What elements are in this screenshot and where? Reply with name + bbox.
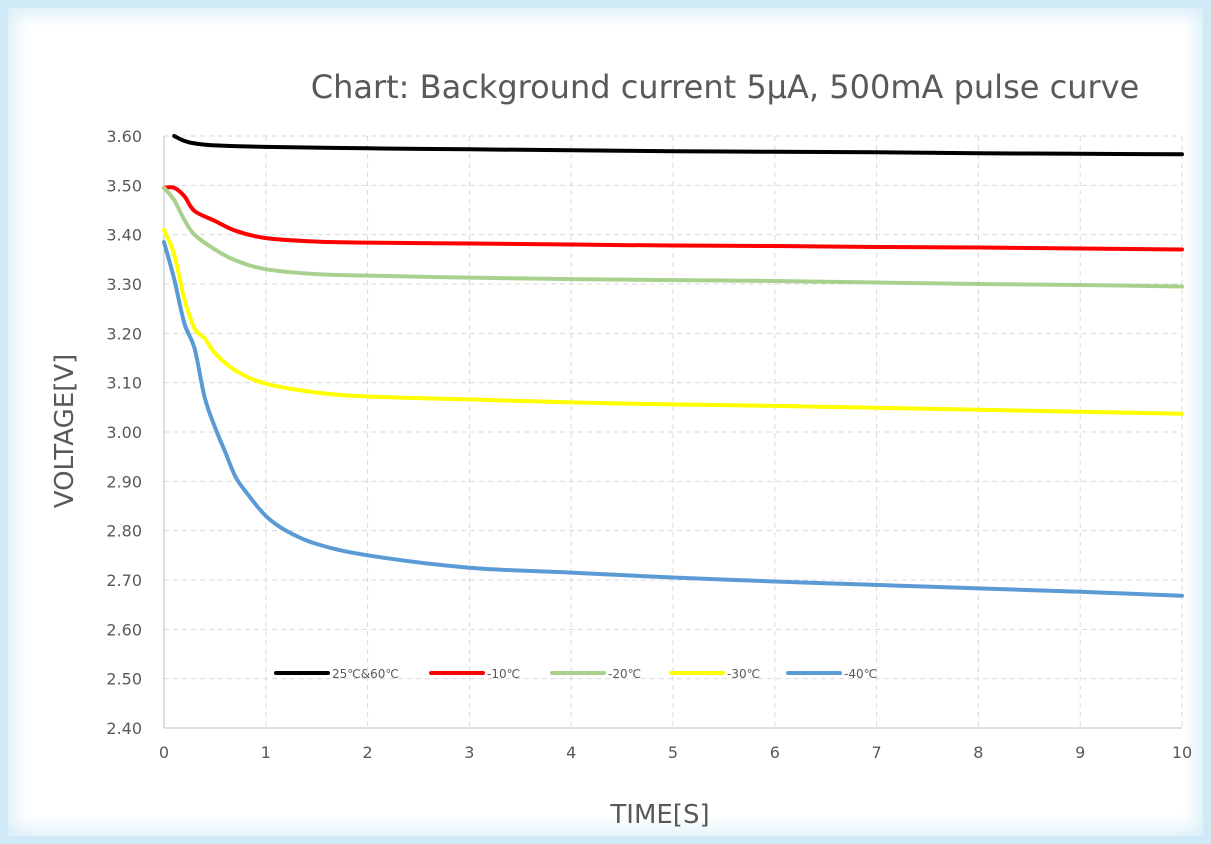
x-tick-label: 0 — [159, 743, 169, 762]
series-line-4 — [162, 240, 1184, 598]
legend-label-0: 25℃&60℃ — [332, 667, 399, 681]
legend-label-1: -10℃ — [487, 667, 520, 681]
y-tick-label: 2.90 — [106, 472, 142, 491]
x-tick-label: 6 — [770, 743, 780, 762]
legend-label-2: -20℃ — [608, 667, 641, 681]
y-tick-label: 2.50 — [106, 670, 142, 689]
chart-title: Chart: Background current 5μA, 500mA pul… — [311, 68, 1140, 106]
y-axis-title: VOLTAGE[V] — [50, 354, 80, 509]
y-tick-label: 3.50 — [106, 176, 142, 195]
y-tick-label: 2.80 — [106, 522, 142, 541]
legend-label-4: -40℃ — [844, 667, 877, 681]
x-tick-label: 3 — [464, 743, 474, 762]
x-axis-title: TIME[S] — [609, 800, 709, 830]
grid — [164, 135, 1183, 728]
series-line-1 — [162, 185, 1184, 252]
series-line-0 — [172, 134, 1184, 157]
y-tick-label: 3.10 — [106, 374, 142, 393]
y-tick-label: 3.60 — [106, 127, 142, 146]
series-line-3 — [162, 227, 1184, 416]
x-tick-label: 4 — [566, 743, 576, 762]
y-tick-label: 3.40 — [106, 226, 142, 245]
x-tick-label: 9 — [1075, 743, 1085, 762]
y-tick-label: 2.70 — [106, 571, 142, 590]
x-tick-label: 10 — [1172, 743, 1192, 762]
y-tick-label: 3.20 — [106, 324, 142, 343]
y-tick-label: 2.40 — [106, 719, 142, 738]
y-tick-label: 3.00 — [106, 423, 142, 442]
series-layer — [162, 134, 1184, 598]
axes: 0 1 2 3 4 5 6 7 8 9 10 2.40 2.50 2.60 2.70 2.80 2.90 3.00… — [106, 127, 1192, 762]
series-line-2 — [162, 185, 1184, 289]
x-tick-label: 2 — [363, 743, 373, 762]
x-tick-label: 8 — [973, 743, 983, 762]
x-tick-label: 1 — [261, 743, 271, 762]
x-tick-label: 5 — [668, 743, 678, 762]
x-tick-label: 7 — [872, 743, 882, 762]
legend[interactable]: 25℃&60℃ -10℃ -20℃ -30℃ -40℃ — [274, 667, 877, 681]
y-tick-label: 3.30 — [106, 275, 142, 294]
legend-label-3: -30℃ — [727, 667, 760, 681]
y-tick-label: 2.60 — [106, 620, 142, 639]
